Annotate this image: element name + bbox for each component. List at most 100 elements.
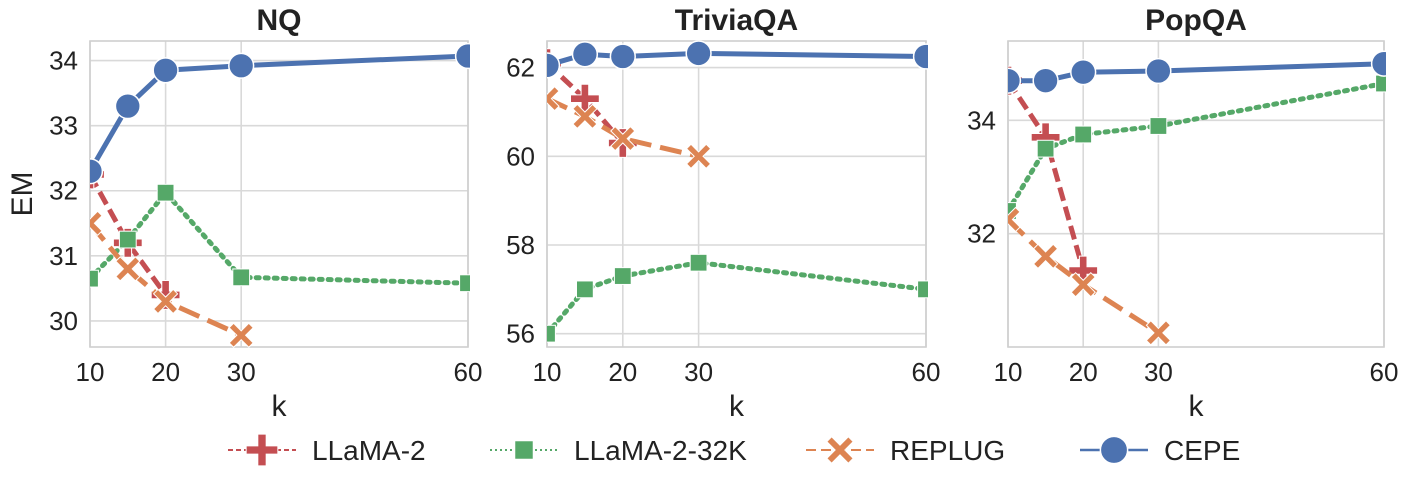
legend-label: LLaMA-2 xyxy=(312,435,426,466)
legend-label: REPLUG xyxy=(890,435,1005,466)
data-point-cepe xyxy=(1370,50,1386,77)
series-layer xyxy=(547,40,928,343)
y-tick-label: 34 xyxy=(49,46,78,76)
y-tick-label: 60 xyxy=(506,141,535,171)
data-point-replug xyxy=(685,143,712,170)
legend-marker-icon xyxy=(1099,435,1129,465)
data-point-llama-2-32k xyxy=(547,324,556,343)
legend-label: LLaMA-2-32K xyxy=(574,435,747,466)
series-cepe xyxy=(547,40,928,79)
series-llama-2-32k xyxy=(90,183,470,293)
series-replug xyxy=(1008,206,1172,346)
series-layer xyxy=(90,42,470,348)
x-tick-label: 60 xyxy=(1370,357,1399,387)
data-point-llama-2-32k xyxy=(613,267,632,285)
data-point-replug xyxy=(1145,320,1172,346)
data-point-llama-2-32k xyxy=(1074,125,1093,144)
series-cepe xyxy=(1008,50,1386,94)
data-point-cepe xyxy=(685,40,712,67)
series-line-cepe xyxy=(1008,61,1385,84)
data-point-cepe xyxy=(228,52,255,79)
data-point-llama-2-32k xyxy=(232,268,251,287)
series-llama-2-32k xyxy=(547,253,928,343)
data-point-replug xyxy=(610,125,636,152)
y-tick-label: 30 xyxy=(49,306,78,336)
data-point-llama-2-32k xyxy=(1036,139,1055,158)
panels-group: 10 20 30 60 30 31 32 33 34 NQ k EM 10 20 30 60 56 58 60 62 T… xyxy=(6,4,1398,423)
data-point-cepe xyxy=(912,43,928,70)
x-tick-label: 10 xyxy=(533,357,562,387)
panel-title: PopQA xyxy=(1145,4,1247,37)
x-axis-label: k xyxy=(729,390,745,423)
data-point-replug xyxy=(228,322,254,348)
y-tick-label: 62 xyxy=(506,53,535,83)
data-point-cepe xyxy=(1145,57,1172,85)
legend-item-llama-2-32k: LLaMA-2-32K xyxy=(490,435,747,466)
x-tick-label: 20 xyxy=(151,357,180,387)
x-tick-label: 30 xyxy=(1144,357,1173,387)
legend-label: CEPE xyxy=(1164,435,1240,466)
legend-item-replug: REPLUG xyxy=(806,435,1005,466)
panel-popqa: 10 20 30 60 32 34 PopQA k xyxy=(967,4,1398,423)
plot-frame xyxy=(546,40,927,348)
series-line-replug xyxy=(1008,217,1160,335)
data-point-llama-2-32k xyxy=(917,280,928,299)
data-point-cepe xyxy=(1008,67,1022,94)
series-line-llama-2-32k xyxy=(547,260,928,337)
series-replug xyxy=(90,210,254,348)
data-point-llama-2-32k xyxy=(576,280,594,299)
data-point-cepe xyxy=(152,57,179,84)
y-axis-label: EM xyxy=(6,172,39,217)
data-point-cepe xyxy=(1032,67,1059,94)
data-point-llama-2-32k xyxy=(118,230,137,249)
x-tick-label: 10 xyxy=(76,357,105,387)
series-replug xyxy=(547,85,712,170)
series-line-replug xyxy=(547,96,700,159)
x-tick-label: 20 xyxy=(1069,357,1098,387)
data-point-cepe xyxy=(1070,59,1097,86)
x-tick-label: 60 xyxy=(912,357,941,387)
data-point-replug xyxy=(1008,206,1021,233)
data-point-llama-2-32k xyxy=(156,183,175,202)
data-point-cepe xyxy=(571,41,599,68)
series-line-cepe xyxy=(547,50,927,68)
panel-nq: 10 20 30 60 30 31 32 33 34 NQ k EM xyxy=(6,4,482,423)
x-tick-label: 20 xyxy=(608,357,637,387)
data-point-cepe xyxy=(454,42,470,70)
data-point-cepe xyxy=(609,43,636,70)
series-line-llama-2-32k xyxy=(1008,81,1386,214)
legend-marker-icon xyxy=(245,433,279,467)
data-point-replug xyxy=(115,256,141,282)
y-tick-label: 32 xyxy=(967,219,996,249)
y-tick-label: 33 xyxy=(49,111,78,141)
legend-marker-icon xyxy=(826,436,854,464)
y-tick-label: 56 xyxy=(506,319,535,349)
data-point-cepe xyxy=(547,52,561,79)
data-point-llama-2-32k xyxy=(90,269,99,288)
series-line-llama-2 xyxy=(1008,79,1086,272)
panel-title: NQ xyxy=(257,4,302,37)
legend-item-cepe: CEPE xyxy=(1080,435,1240,466)
data-point-replug xyxy=(1070,271,1096,298)
y-tick-label: 31 xyxy=(49,241,78,271)
x-tick-label: 10 xyxy=(994,357,1023,387)
plot-frame xyxy=(1007,40,1385,348)
data-point-replug xyxy=(572,103,598,130)
series-layer xyxy=(1008,50,1386,346)
x-tick-label: 30 xyxy=(684,357,713,387)
series-llama-2-32k xyxy=(1008,74,1386,220)
series-line-llama-2 xyxy=(90,173,168,297)
data-point-replug xyxy=(90,210,103,237)
data-point-llama-2-32k xyxy=(689,253,708,272)
data-point-replug xyxy=(547,85,560,112)
legend-item-llama-2: LLaMA-2 xyxy=(228,433,426,467)
plot-frame xyxy=(89,40,469,348)
x-axis-label: k xyxy=(272,390,288,423)
data-point-llama-2-32k xyxy=(1149,117,1168,135)
x-axis-label: k xyxy=(1189,390,1205,423)
data-point-cepe xyxy=(114,92,141,120)
y-tick-label: 32 xyxy=(49,176,78,206)
data-point-llama-2-32k xyxy=(459,274,470,293)
panel-title: TriviaQA xyxy=(675,4,798,37)
